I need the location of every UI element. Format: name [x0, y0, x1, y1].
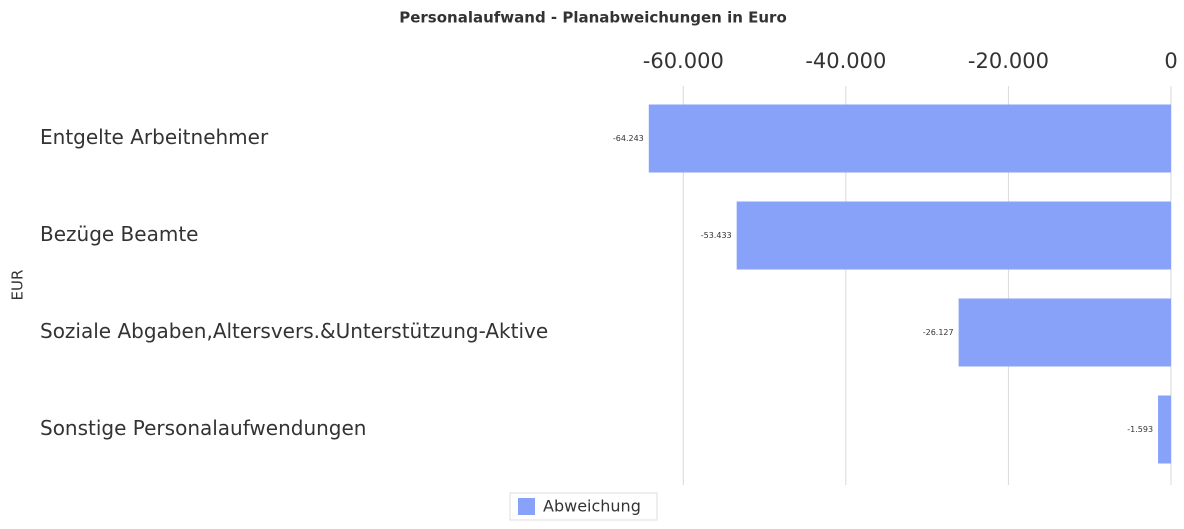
y-tick-label: Bezüge Beamte — [40, 222, 198, 246]
x-tick-label: -40.000 — [805, 49, 886, 73]
y-tick-label: Soziale Abgaben,Altersvers.&Unterstützun… — [40, 319, 548, 343]
value-label: -64.243 — [613, 134, 644, 143]
bar — [648, 104, 1171, 173]
y-tick-label: Entgelte Arbeitnehmer — [40, 125, 269, 149]
bar — [1158, 395, 1171, 464]
legend-box — [509, 492, 658, 521]
bar — [958, 298, 1171, 367]
y-tick-label: Sonstige Personalaufwendungen — [40, 416, 366, 440]
legend-label: Abweichung — [543, 497, 641, 516]
x-tick-label: -60.000 — [643, 49, 724, 73]
value-label: -26.127 — [923, 328, 954, 337]
x-tick-label: -20.000 — [968, 49, 1049, 73]
legend-swatch — [518, 498, 535, 515]
value-label: -53.433 — [701, 231, 732, 240]
bar — [736, 201, 1171, 270]
y-axis-label: EUR — [9, 270, 27, 301]
value-label: -1.593 — [1127, 425, 1153, 434]
chart-title: Personalaufwand - Planabweichungen in Eu… — [399, 9, 787, 27]
x-tick-label: 0 — [1164, 49, 1177, 73]
